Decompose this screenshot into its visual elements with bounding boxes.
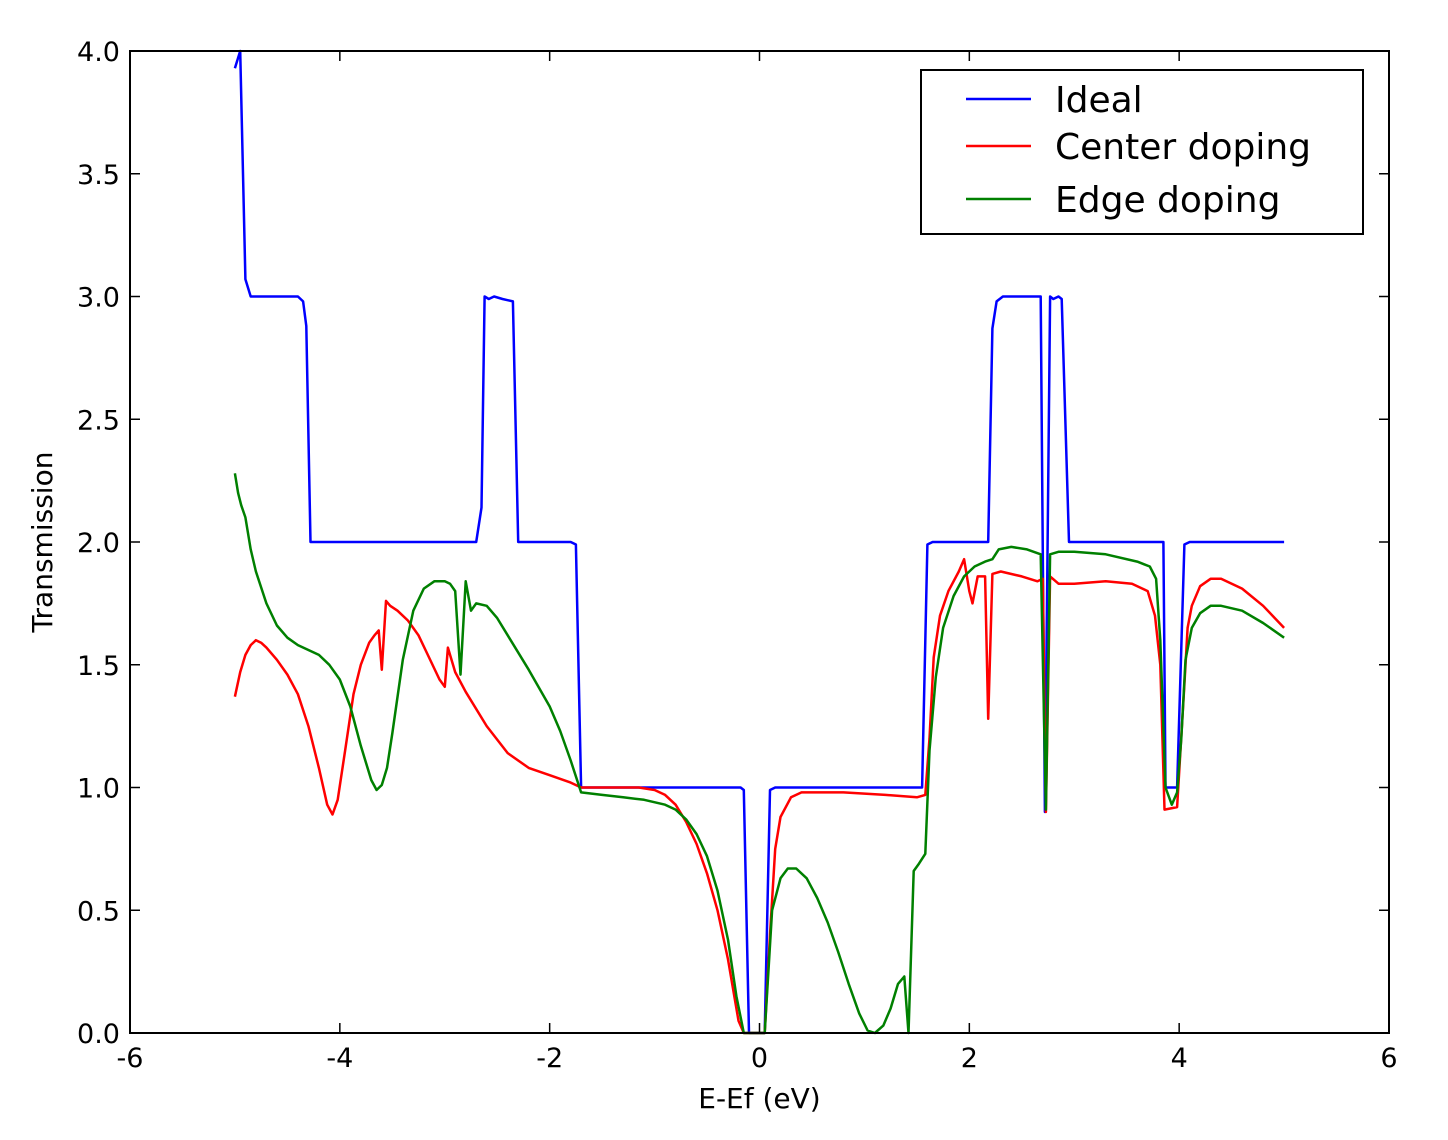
y-tick-label: 0.5	[77, 896, 120, 927]
y-tick-label: 1.0	[77, 774, 120, 805]
x-tick-label: -2	[536, 1043, 563, 1074]
legend: Ideal Center doping Edge doping	[920, 69, 1364, 235]
x-tick-label: -6	[117, 1043, 144, 1074]
tick-layer: -6 -4 -2 0 2 4 6 0.0 0.5 1.0 1.5 2.0 2.5 3.0 3.5 4.0	[77, 37, 1398, 1074]
x-tick-label: 0	[751, 1043, 768, 1074]
y-tick-label: 4.0	[77, 37, 120, 68]
x-tick-label: 6	[1380, 1043, 1397, 1074]
legend-label-1: Center doping	[1055, 127, 1311, 168]
y-tick-label: 1.5	[77, 651, 120, 682]
legend-box	[920, 69, 1364, 235]
x-tick-label: -4	[326, 1043, 353, 1074]
y-tick-label: 2.0	[77, 528, 120, 559]
y-tick-label: 3.0	[77, 283, 120, 314]
series-line-2	[233, 473, 1285, 1035]
series-line-1	[233, 557, 1286, 1035]
y-axis-label: Transmission	[26, 452, 59, 634]
x-axis-label: E-Ef (eV)	[698, 1082, 820, 1115]
y-tick-label: 2.5	[77, 405, 120, 436]
x-tick-label: 2	[961, 1043, 978, 1074]
y-tick-label: 3.5	[77, 160, 120, 191]
x-tick-label: 4	[1171, 1043, 1188, 1074]
legend-label-2: Edge doping	[1055, 180, 1280, 221]
y-tick-label: 0.0	[77, 1019, 120, 1050]
legend-label-0: Ideal	[1055, 80, 1143, 121]
